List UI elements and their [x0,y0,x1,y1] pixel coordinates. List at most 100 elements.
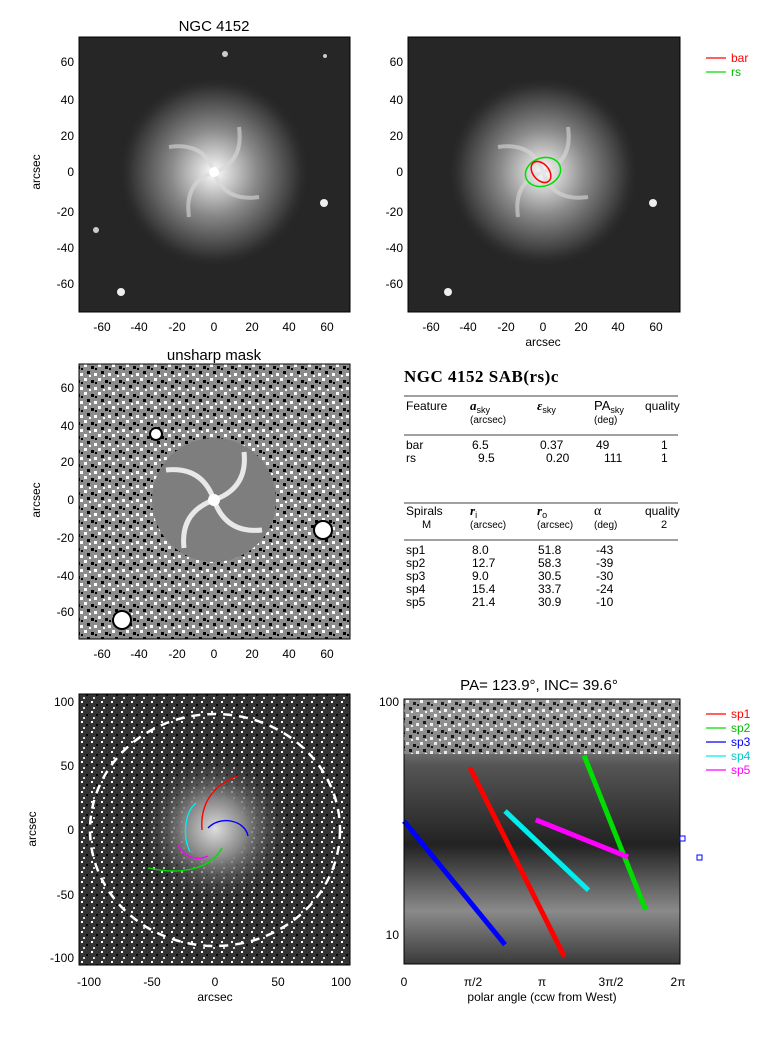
x-ticks: -60 -40 -20 0 20 40 60 [422,320,663,334]
x-tick-label: 40 [282,320,296,334]
spiral-row-sp4: sp4 15.4 33.7 -24 [406,582,614,596]
marker [679,835,686,842]
y-ticks: -60 -40 -20 0 20 40 60 [57,381,75,619]
x-tick-label: 20 [245,647,259,661]
star [149,427,163,441]
x-tick-label: -40 [130,320,148,334]
spiral-ri: 9.0 [472,569,489,583]
outer-ellipse [88,712,342,948]
x-tick-label: -60 [93,320,111,334]
header-spirals-m: M [422,519,431,531]
feature-pa: 111 [604,451,623,465]
header-ri: ri [470,503,477,520]
spiral-alpha: -30 [596,569,614,583]
y-tick-label: -40 [386,241,404,255]
table-title: NGC 4152 SAB(rs)c [404,367,559,386]
spiral-ro: 33.7 [538,582,562,596]
y-tick-label: 60 [61,381,75,395]
legend-label-rs: rs [731,65,741,79]
spiral-name: sp1 [406,543,426,557]
y-tick-label: 60 [61,55,75,69]
star [323,54,327,58]
feature-pa: 49 [596,438,610,452]
series-line-sp2 [581,754,648,911]
y-tick-label: -20 [57,205,75,219]
y-tick-label: -20 [57,531,75,545]
spiral-alpha: -43 [596,543,614,557]
x-tick-label: -20 [168,647,186,661]
spiral-ri: 8.0 [472,543,489,557]
header-ro: ro [537,503,547,520]
feature-quality: 1 [661,451,668,465]
plot-frame [403,698,681,965]
header-quality-value: 2 [661,519,667,531]
star [444,288,452,296]
y-ticks: 10 100 [379,695,399,942]
features-header: Feature asky (arcsec) εsky PAsky (deg) q… [406,398,680,426]
header-a: asky [470,398,491,415]
x-ticks: -60 -40 -20 0 20 40 60 [93,320,334,334]
x-tick-label: -60 [422,320,440,334]
y-ticks: -60 -40 -20 0 20 40 60 [57,55,75,291]
galaxy-nucleus [208,494,220,506]
feature-quality: 1 [661,438,668,452]
image-frame [78,693,351,966]
series-line-sp3 [402,819,507,947]
x-tick-label: -50 [143,975,161,989]
legend-label-sp5: sp5 [731,763,751,777]
spiral-name: sp3 [406,569,426,583]
y-tick-label: -100 [50,951,74,965]
series-line-sp5 [534,817,629,860]
spiral-name: sp2 [406,556,426,570]
header-pa: PAsky [594,398,624,415]
y-axis-label: arcsec [29,482,43,517]
spiral-fit-sp4 [184,802,197,853]
x-tick-label: π/2 [464,975,483,989]
spiral-fit-sp5 [177,844,209,859]
y-tick-label: 20 [61,129,75,143]
legend-label-sp2: sp2 [731,721,751,735]
galaxy-glow [140,754,290,904]
series-line-sp4 [503,809,591,893]
panel-unsharp-mask: unsharp mask arcsec -60 -40 -20 0 20 40 … [29,347,351,661]
spiral-series-layer [402,754,648,958]
y-tick-label: 20 [61,455,75,469]
x-tick-label: -40 [130,647,148,661]
image-frame [407,36,681,313]
y-tick-label: 100 [379,695,399,709]
y-tick-label: 0 [396,165,403,179]
x-tick-label: 20 [245,320,259,334]
x-tick-label: 0 [211,320,218,334]
spiral-alpha: -10 [596,595,614,609]
legend-label-sp4: sp4 [731,749,751,763]
y-tick-label: 40 [61,93,75,107]
x-tick-label: π [538,975,546,989]
y-ticks: -60 -40 -20 0 20 40 60 [386,55,404,291]
header-feature: Feature [406,399,448,413]
polar-noise [404,699,680,754]
star [112,610,132,630]
spiral-ro: 30.5 [538,569,562,583]
galaxy-nucleus [209,167,219,177]
x-tick-label: 0 [212,975,219,989]
header-quality: quality [645,399,680,413]
y-tick-label: 20 [390,129,404,143]
feature-row-rs: rs 9.5 0.20 111 1 [406,451,668,465]
x-axis-label: polar angle (ccw from West) [467,990,616,1004]
x-tick-label: -40 [459,320,477,334]
star [117,288,125,296]
y-tick-label: 100 [54,695,74,709]
panel-title: unsharp mask [167,347,262,364]
y-axis-label: arcsec [25,811,39,846]
header-a-unit: (arcsec) [470,415,506,426]
x-ticks: 0 π/2 π 3π/2 2π [401,975,686,989]
chart-title: PA= 123.9°, INC= 39.6° [460,677,618,694]
series-line-sp1 [467,766,567,958]
spiral-alpha: -39 [596,556,614,570]
header-quality: quality [645,504,680,518]
spiral-ro: 51.8 [538,543,562,557]
spiral-fit-sp2 [147,847,223,872]
panel-polar-plot: PA= 123.9°, INC= 39.6° polar angle (ccw … [379,677,751,1004]
legend-label-bar: bar [731,51,748,65]
marker [696,854,703,861]
